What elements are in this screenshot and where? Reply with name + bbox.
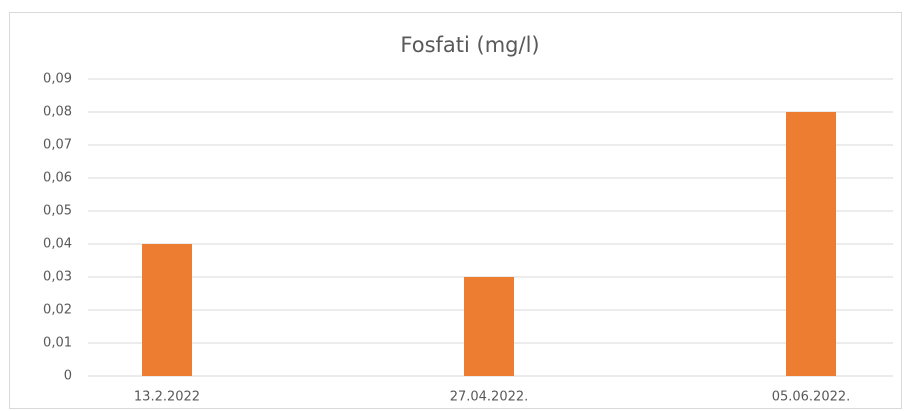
x-tick-label: 13.2.2022	[134, 390, 200, 405]
y-tick-label: 0,04	[43, 237, 72, 252]
y-tick-label: 0,05	[43, 204, 72, 219]
y-tick-label: 0,03	[43, 270, 72, 285]
x-tick-label: 05.06.2022.	[772, 390, 851, 405]
bar	[786, 112, 836, 376]
y-tick-label: 0,09	[43, 72, 72, 87]
bar	[464, 277, 514, 376]
y-tick-label: 0	[64, 369, 72, 384]
y-tick-label: 0,02	[43, 303, 72, 318]
y-tick-label: 0,07	[43, 138, 72, 153]
y-tick-label: 0,01	[43, 336, 72, 351]
y-tick-label: 0,06	[43, 171, 72, 186]
bar	[142, 244, 192, 376]
chart-title: Fosfati (mg/l)	[400, 33, 539, 57]
y-tick-label: 0,08	[43, 105, 72, 120]
x-tick-label: 27.04.2022.	[450, 390, 529, 405]
